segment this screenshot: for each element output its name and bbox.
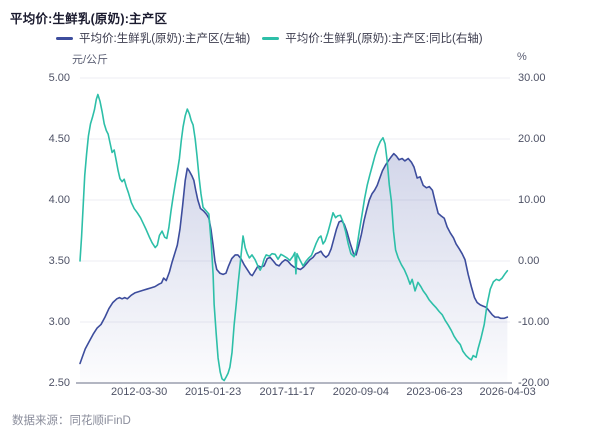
right-tick-label: 10.00 [518, 194, 546, 206]
legend-line-swatch [56, 36, 73, 40]
price-line [79, 152, 509, 365]
price-area-fill [80, 153, 508, 383]
legend-item-left-axis[interactable]: 平均价:生鲜乳(原奶):主产区(左轴) [56, 30, 250, 46]
right-tick-label: -10.00 [518, 316, 550, 328]
x-tick-label: 2015-01-23 [184, 386, 242, 398]
legend: 平均价:生鲜乳(原奶):主产区(左轴) 平均价:生鲜乳(原奶):主产区:同比(右轴… [56, 30, 483, 46]
left-tick-label: 2.50 [48, 377, 70, 389]
x-tick-label: 2026-04-03 [479, 386, 536, 398]
right-tick-label: 20.00 [518, 133, 546, 145]
right-tick-label: 30.00 [518, 72, 546, 84]
left-tick-label: 3.50 [48, 255, 70, 267]
legend-label: 平均价:生鲜乳(原奶):主产区(左轴) [79, 33, 251, 45]
right-tick-label: 0.00 [518, 255, 540, 267]
right-tick-label: -20.00 [518, 377, 550, 389]
yoy-line [79, 93, 509, 382]
legend-line-swatch [262, 36, 280, 40]
legend-item-right-axis[interactable]: 平均价:生鲜乳(原奶):主产区:同比(右轴) [262, 30, 483, 46]
left-tick-label: 5.00 [48, 72, 70, 84]
left-tick-label: 3.00 [48, 316, 70, 328]
right-axis-unit: % [517, 51, 527, 63]
x-tick-label: 2012-03-30 [111, 386, 168, 398]
x-tick-label: 2023-06-23 [406, 386, 463, 398]
chart-title: 平均价:生鲜乳(原奶):主产区 [10, 12, 168, 26]
legend-label: 平均价:生鲜乳(原奶):主产区:同比(右轴) [285, 33, 483, 45]
x-tick-label: 2017-11-17 [259, 386, 315, 398]
left-tick-label: 4.00 [48, 194, 70, 206]
data-source: 数据来源：同花顺iFinD [12, 415, 131, 427]
left-tick-label: 4.50 [48, 133, 70, 145]
left-axis-unit: 元/公斤 [72, 54, 109, 66]
x-tick-label: 2020-09-04 [332, 386, 390, 398]
